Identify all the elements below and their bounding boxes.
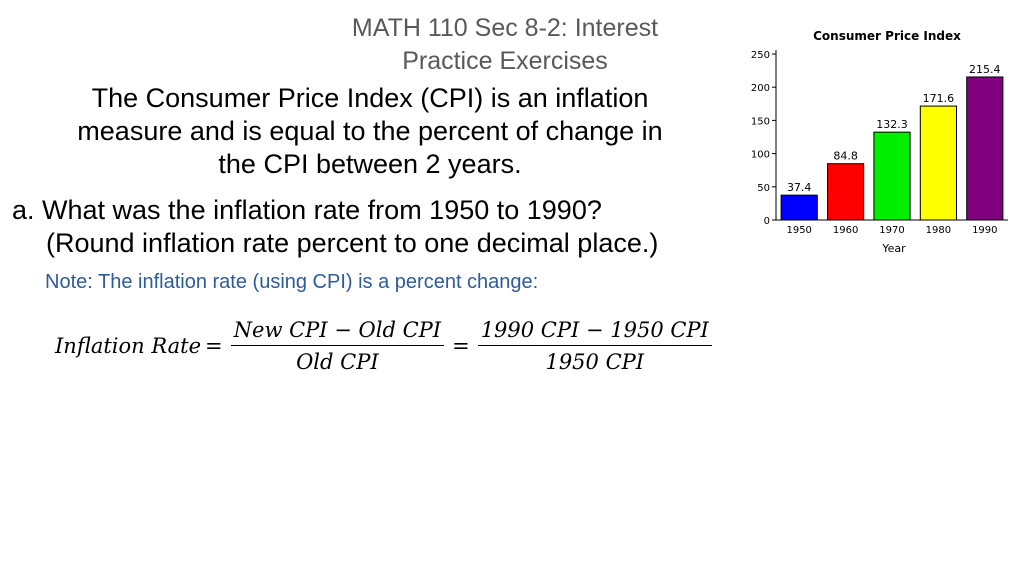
bar-1980 <box>919 105 957 221</box>
intro-line1: The Consumer Price Index (CPI) is an inf… <box>91 83 649 113</box>
y-tick-label: 50 <box>757 183 770 194</box>
x-tick-label-1980: 1980 <box>926 225 951 236</box>
slide-title-line1: MATH 110 Sec 8-2: Interest <box>351 14 659 42</box>
chart-bars <box>780 76 1004 221</box>
intro-text: The Consumer Price Index (CPI) is an inf… <box>20 82 720 181</box>
data-label-1980: 171.6 <box>923 92 955 105</box>
question-line1: a. What was the inflation rate from 1950… <box>12 195 602 225</box>
formula-equals-1: = <box>205 334 223 358</box>
y-tick-label: 200 <box>751 83 770 94</box>
fraction-specific-numerator: 1990 CPI − 1950 CPI <box>477 318 712 346</box>
inflation-formula: Inflation Rate = New CPI − Old CPI Old C… <box>55 318 716 374</box>
data-label-1960: 84.8 <box>833 150 858 163</box>
intro-line2: measure and is equal to the percent of c… <box>77 116 663 146</box>
slide-title: MATH 110 Sec 8-2: Interest Practice Exer… <box>300 12 710 78</box>
chart-x-axis-label: Year <box>881 242 906 255</box>
bar-1960 <box>827 163 865 221</box>
y-tick-label: 100 <box>751 150 770 161</box>
data-label-1990: 215.4 <box>969 63 1001 76</box>
question-line2: (Round inflation rate percent to one dec… <box>46 228 659 258</box>
formula-fraction-general: New CPI − Old CPI Old CPI <box>230 318 445 374</box>
y-tick-label: 0 <box>764 216 770 227</box>
bar-1970 <box>873 131 911 221</box>
chart-data-labels: 37.4 84.8 132.3 171.6 215.4 <box>787 63 1001 194</box>
chart-title: Consumer Price Index <box>813 29 961 43</box>
bar-1950 <box>780 194 818 221</box>
fraction-specific-denominator: 1950 CPI <box>545 350 645 374</box>
bar-1990 <box>966 76 1004 221</box>
y-tick-label: 150 <box>751 116 770 127</box>
note-text: Note: The inflation rate (using CPI) is … <box>45 271 539 293</box>
x-tick-label-1990: 1990 <box>972 225 997 236</box>
x-tick-label-1970: 1970 <box>879 225 904 236</box>
data-label-1970: 132.3 <box>876 118 908 131</box>
y-tick-label: 250 <box>751 50 770 61</box>
cpi-bar-chart: Consumer Price Index 0 50 100 150 200 250 1950… <box>751 29 1008 255</box>
question-a: a. What was the inflation rate from 1950… <box>12 194 757 260</box>
formula-fraction-specific: 1990 CPI − 1950 CPI 1950 CPI <box>477 318 712 374</box>
data-label-1950: 37.4 <box>787 181 812 194</box>
fraction-general-numerator: New CPI − Old CPI <box>230 318 445 346</box>
fraction-general-denominator: Old CPI <box>296 350 379 374</box>
slide-title-line2: Practice Exercises <box>402 47 608 75</box>
x-tick-label-1950: 1950 <box>786 225 811 236</box>
formula-equals-2: = <box>452 334 470 358</box>
x-tick-label-1960: 1960 <box>833 225 858 236</box>
intro-line3: the CPI between 2 years. <box>218 149 522 179</box>
formula-lhs: Inflation Rate <box>55 334 202 358</box>
